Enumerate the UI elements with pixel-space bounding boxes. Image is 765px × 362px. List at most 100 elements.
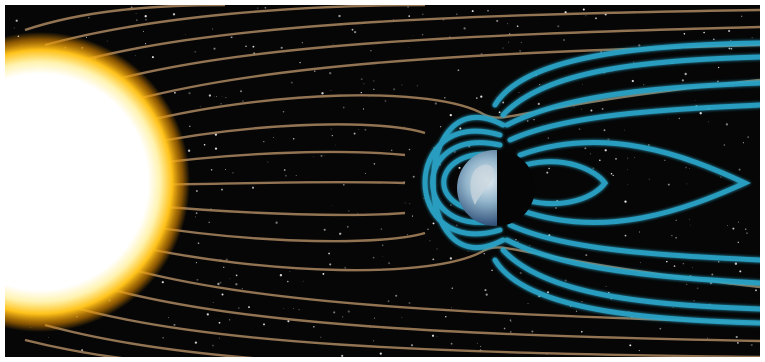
star: [145, 19, 147, 21]
star: [323, 154, 325, 156]
star: [723, 144, 726, 146]
star: [456, 224, 458, 227]
star: [496, 19, 499, 22]
star: [145, 43, 147, 45]
star: [725, 123, 729, 126]
magnetosphere-line: [492, 257, 760, 326]
star: [728, 29, 731, 33]
star: [503, 327, 506, 330]
star: [517, 241, 519, 243]
star: [330, 128, 332, 130]
star: [564, 279, 567, 282]
solar-wind-line: [114, 263, 760, 325]
star: [189, 125, 191, 128]
star: [436, 336, 438, 338]
star: [480, 345, 482, 347]
star: [240, 90, 242, 93]
star: [728, 47, 731, 50]
star: [434, 102, 437, 105]
star: [603, 129, 606, 132]
star: [283, 308, 285, 310]
star: [384, 100, 387, 102]
star: [210, 169, 213, 171]
star: [357, 212, 359, 214]
star: [526, 120, 529, 122]
solar-wind-line: [44, 5, 426, 47]
star: [487, 9, 489, 12]
star: [744, 228, 747, 230]
star: [208, 221, 210, 224]
star: [263, 323, 265, 326]
star: [516, 25, 519, 28]
solar-wind-line: [24, 5, 226, 32]
star: [203, 144, 206, 146]
solar-wind-line: [64, 303, 760, 357]
star: [685, 166, 687, 169]
star: [364, 128, 367, 131]
star: [510, 331, 512, 333]
star: [590, 153, 591, 155]
star: [607, 138, 610, 141]
star: [214, 133, 218, 136]
star: [13, 27, 15, 29]
star: [279, 274, 283, 277]
star: [372, 256, 375, 259]
star: [195, 262, 197, 264]
magnetosphere-line: [507, 222, 760, 263]
star: [412, 35, 413, 37]
star: [459, 127, 462, 130]
star: [707, 337, 709, 339]
star: [737, 241, 740, 244]
star: [518, 92, 520, 93]
star: [627, 169, 628, 171]
star: [282, 111, 285, 113]
star: [450, 342, 453, 345]
star: [582, 8, 585, 11]
star: [595, 17, 597, 20]
star: [467, 250, 469, 252]
star: [730, 47, 733, 50]
star: [631, 79, 634, 83]
star: [546, 291, 550, 294]
star: [194, 341, 198, 344]
star: [314, 70, 316, 72]
star: [510, 320, 512, 322]
star: [408, 302, 411, 304]
star: [648, 178, 650, 180]
star: [365, 173, 367, 174]
star: [196, 278, 199, 281]
star: [598, 159, 601, 162]
star: [388, 262, 391, 265]
star: [608, 291, 610, 294]
magnetosphere-line: [500, 54, 760, 118]
earth: [457, 150, 535, 226]
star: [445, 316, 447, 318]
star: [292, 138, 295, 140]
star: [401, 316, 403, 318]
star: [321, 92, 324, 95]
star: [387, 300, 390, 303]
star: [696, 287, 699, 290]
star: [678, 117, 681, 120]
star: [342, 183, 345, 186]
star: [48, 337, 49, 339]
star: [612, 174, 614, 177]
star: [584, 147, 587, 150]
star: [444, 97, 446, 99]
star: [329, 263, 332, 266]
solar-wind-line: [94, 283, 760, 343]
star: [213, 96, 215, 98]
star: [520, 41, 522, 43]
star: [257, 7, 259, 9]
star: [334, 144, 336, 146]
star: [585, 254, 588, 257]
star: [395, 294, 398, 297]
star: [667, 183, 670, 186]
star: [151, 56, 154, 59]
star: [401, 84, 403, 86]
star: [411, 215, 414, 217]
star: [485, 293, 488, 296]
star: [290, 81, 293, 84]
magnetosphere-line: [422, 128, 503, 237]
star: [648, 144, 650, 146]
